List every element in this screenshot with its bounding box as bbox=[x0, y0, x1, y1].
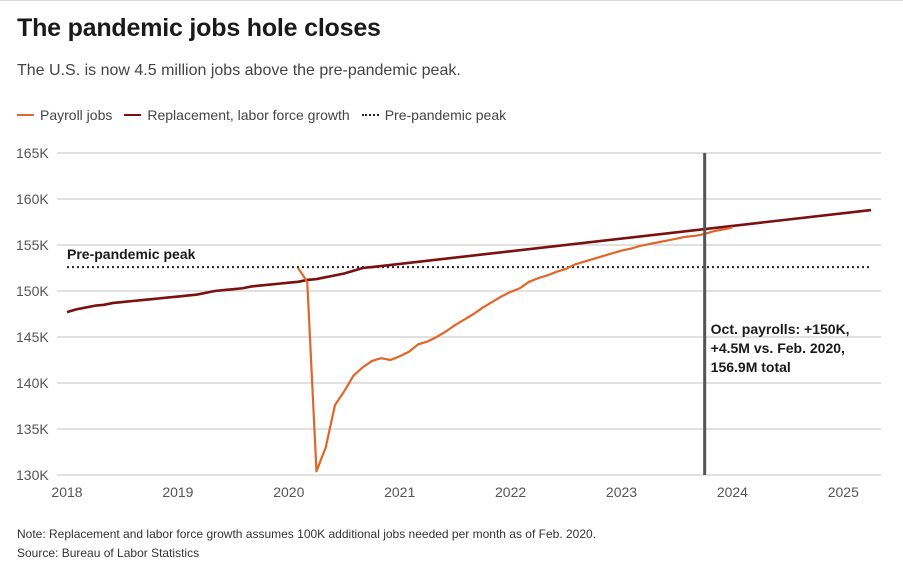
y-tick-label: 155K bbox=[16, 237, 49, 253]
legend-item-peak: Pre-pandemic peak bbox=[361, 107, 507, 123]
chart-subtitle: The U.S. is now 4.5 million jobs above t… bbox=[17, 62, 461, 79]
x-tick-label: 2024 bbox=[717, 484, 748, 500]
source-note: Source: Bureau of Labor Statistics bbox=[17, 546, 200, 560]
gridlines bbox=[57, 152, 881, 476]
legend-swatch-payroll bbox=[17, 114, 34, 116]
series-lines bbox=[66, 208, 872, 473]
pre-pandemic-peak-label: Pre-pandemic peak bbox=[67, 246, 196, 262]
legend-item-payroll: Payroll jobs bbox=[17, 107, 112, 123]
payroll-line bbox=[297, 226, 733, 473]
legend-item-replacement: Replacement, labor force growth bbox=[124, 107, 350, 123]
y-tick-label: 130K bbox=[16, 467, 49, 483]
y-tick-label: 160K bbox=[16, 191, 49, 207]
legend-swatch-replacement bbox=[124, 114, 142, 116]
top-divider bbox=[0, 0, 903, 1]
october-annotation-line: +4.5M vs. Feb. 2020, bbox=[711, 340, 845, 356]
legend: Payroll jobs Replacement, labor force gr… bbox=[17, 107, 518, 123]
october-annotation-line: 156.9M total bbox=[711, 359, 791, 375]
x-tick-label: 2023 bbox=[606, 484, 637, 500]
y-tick-label: 145K bbox=[16, 329, 49, 345]
x-tick-label: 2018 bbox=[51, 484, 82, 500]
legend-swatch-peak bbox=[361, 114, 379, 116]
legend-label-payroll: Payroll jobs bbox=[40, 107, 113, 123]
x-tick-label: 2022 bbox=[495, 484, 526, 500]
x-tick-label: 2019 bbox=[162, 484, 193, 500]
footnote: Note: Replacement and labor force growth… bbox=[17, 527, 597, 541]
y-tick-label: 165K bbox=[16, 145, 49, 161]
replacement-line bbox=[66, 208, 872, 314]
chart-title: The pandemic jobs hole closes bbox=[17, 14, 381, 42]
x-tick-label: 2021 bbox=[384, 484, 415, 500]
legend-label-peak: Pre-pandemic peak bbox=[384, 107, 507, 123]
x-axis-ticks: 2018 2019 2020 2021 2022 2023 2024 2025 bbox=[51, 484, 859, 500]
y-tick-label: 140K bbox=[16, 375, 49, 391]
x-tick-label: 2020 bbox=[273, 484, 304, 500]
october-annotation-line: Oct. payrolls: +150K, bbox=[711, 321, 850, 337]
y-tick-label: 135K bbox=[16, 421, 49, 437]
y-tick-label: 150K bbox=[16, 283, 49, 299]
x-tick-label: 2025 bbox=[828, 484, 859, 500]
legend-label-replacement: Replacement, labor force growth bbox=[147, 107, 350, 123]
annotations: Pre-pandemic peak Oct. payrolls: +150K, +4… bbox=[67, 153, 850, 475]
y-axis-ticks: 130K 135K 140K 145K 150K 155K 160K 165K bbox=[16, 145, 49, 483]
